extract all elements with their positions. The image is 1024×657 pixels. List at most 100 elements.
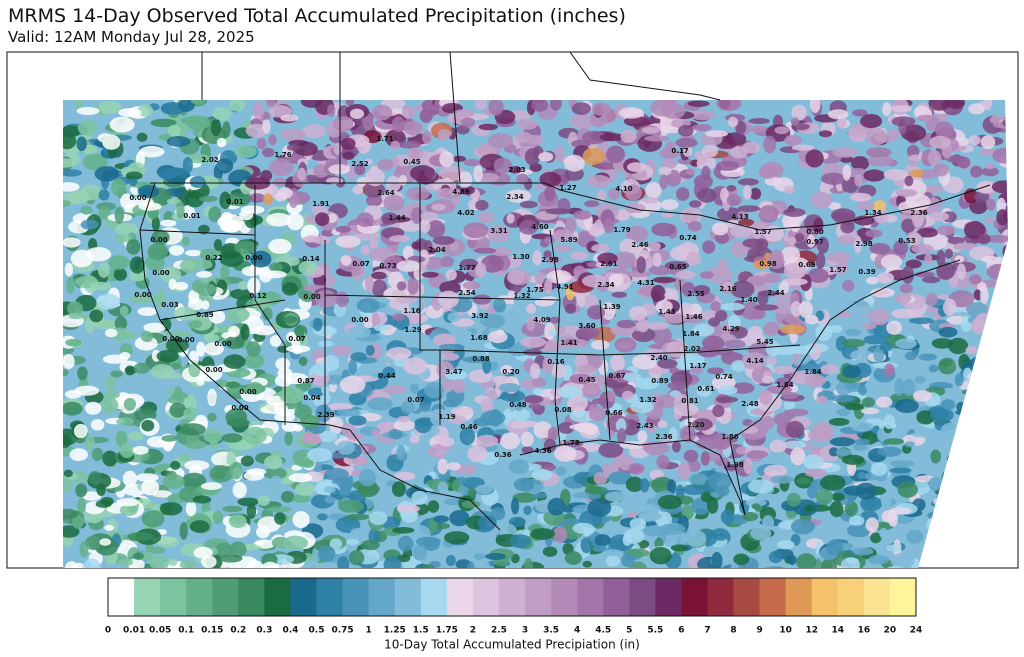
precip-patch xyxy=(414,418,432,434)
precip-patch xyxy=(742,511,759,522)
precip-patch xyxy=(161,435,178,442)
precip-patch xyxy=(160,266,182,283)
precip-patch xyxy=(547,497,566,516)
precip-patch xyxy=(63,469,73,478)
precip-patch xyxy=(839,155,854,163)
precip-patch xyxy=(508,459,530,474)
precip-patch xyxy=(420,404,431,412)
precip-patch xyxy=(747,325,763,339)
precip-patch xyxy=(362,114,374,131)
precip-patch xyxy=(631,327,656,342)
precip-patch xyxy=(459,427,476,446)
precip-patch xyxy=(827,325,843,333)
precip-patch xyxy=(246,503,257,519)
precip-patch xyxy=(488,100,504,116)
precip-patch xyxy=(689,110,716,121)
precip-patch xyxy=(406,187,430,201)
precip-patch xyxy=(870,287,895,298)
title: MRMS 14-Day Observed Total Accumulated P… xyxy=(8,5,626,27)
precip-patch xyxy=(689,200,702,208)
precip-patch xyxy=(244,353,265,369)
precip-patch xyxy=(735,120,747,135)
precip-patch xyxy=(931,338,954,349)
precip-patch xyxy=(209,465,234,483)
precip-patch xyxy=(853,443,868,452)
precip-patch xyxy=(551,363,566,378)
precip-patch xyxy=(247,277,261,295)
precip-patch xyxy=(608,471,632,485)
precip-patch xyxy=(136,132,148,142)
precip-patch xyxy=(80,205,93,215)
precip-patch xyxy=(706,266,733,284)
precip-patch xyxy=(438,133,447,141)
precip-patch xyxy=(348,550,365,566)
precip-patch xyxy=(451,155,467,162)
station-value: 0.74 xyxy=(715,373,732,381)
precip-patch xyxy=(614,337,637,353)
precip-patch xyxy=(983,100,993,111)
precip-patch xyxy=(821,172,846,185)
station-value: 2.34 xyxy=(506,193,523,201)
precip-patch xyxy=(803,454,824,470)
precip-patch xyxy=(783,185,795,195)
precip-patch xyxy=(542,463,557,472)
precip-patch xyxy=(828,447,839,457)
station-value: 0.67 xyxy=(608,372,625,380)
precip-patch xyxy=(129,178,138,187)
precip-patch xyxy=(335,226,352,233)
precip-patch xyxy=(886,544,902,552)
precip-patch xyxy=(429,104,440,116)
precip-patch xyxy=(507,290,517,301)
precip-patch xyxy=(246,468,267,476)
precip-patch xyxy=(628,463,645,475)
precip-patch xyxy=(592,545,607,552)
precip-patch xyxy=(762,566,787,568)
station-value: 2.46 xyxy=(631,241,648,249)
precip-patch xyxy=(909,169,924,178)
colorbar-box xyxy=(525,578,552,616)
precip-patch xyxy=(68,312,85,320)
precip-patch xyxy=(192,495,212,504)
precip-patch xyxy=(168,278,177,290)
precip-patch xyxy=(605,555,621,567)
station-value: 0.00 xyxy=(239,388,256,396)
precip-patch xyxy=(280,114,299,122)
precip-patch xyxy=(587,174,611,188)
precip-patch xyxy=(889,467,912,474)
precip-patch xyxy=(99,538,111,546)
station-value: 0.00 xyxy=(150,236,167,244)
precip-patch xyxy=(366,462,375,470)
precip-patch xyxy=(980,135,996,150)
precip-patch xyxy=(220,222,241,233)
precip-patch xyxy=(658,166,672,176)
colorbar-tick-label: 1.25 xyxy=(384,626,406,636)
precip-patch xyxy=(790,518,816,535)
precip-patch xyxy=(421,271,439,278)
precip-patch xyxy=(707,472,732,491)
precip-patch xyxy=(313,361,330,377)
precip-patch xyxy=(599,318,610,325)
precip-patch xyxy=(539,171,562,187)
precip-patch xyxy=(177,100,195,112)
precip-patch xyxy=(790,221,800,232)
precip-patch xyxy=(98,100,122,115)
precip-patch xyxy=(364,158,373,165)
precip-patch xyxy=(419,108,433,123)
precip-patch xyxy=(667,381,690,390)
precip-patch xyxy=(222,121,231,138)
colorbar-tick-label: 16 xyxy=(858,626,871,636)
precip-patch xyxy=(712,222,729,236)
precip-patch xyxy=(594,534,611,547)
precip-patch xyxy=(582,382,601,399)
precip-patch xyxy=(338,499,364,513)
precip-patch xyxy=(860,322,877,330)
colorbar-box xyxy=(785,578,813,616)
precip-patch xyxy=(105,375,116,390)
precip-patch xyxy=(315,212,330,226)
precip-patch xyxy=(452,378,466,394)
precip-patch xyxy=(685,251,702,266)
station-value: 0.03 xyxy=(161,301,178,309)
precip-patch xyxy=(850,192,872,202)
station-value: 0.46 xyxy=(460,423,477,431)
colorbar-tick-label: 12 xyxy=(805,626,818,636)
